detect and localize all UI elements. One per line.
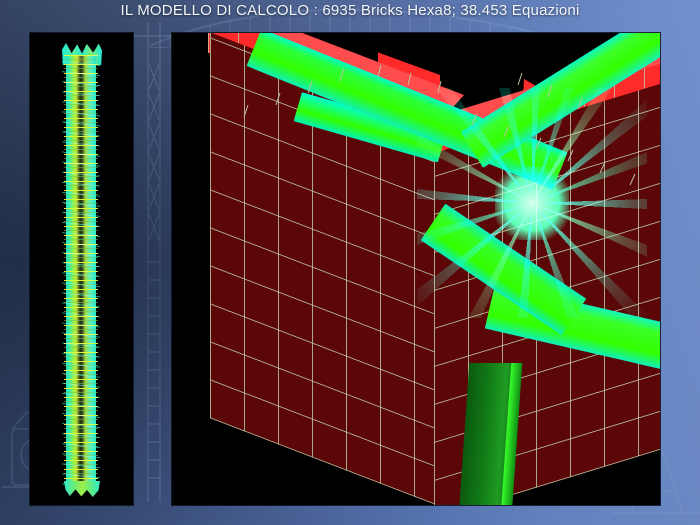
- viewport-joint-detail[interactable]: [172, 33, 660, 505]
- column-diagonal-wires: [62, 55, 100, 487]
- global-column-model: [58, 41, 106, 499]
- fea-scene: [172, 33, 660, 505]
- column-base-flare: [64, 481, 100, 497]
- viewport-global-model[interactable]: [30, 33, 133, 505]
- node-glow: [495, 166, 569, 240]
- slide-title: IL MODELLO DI CALCOLO : 6935 Bricks Hexa…: [120, 2, 580, 19]
